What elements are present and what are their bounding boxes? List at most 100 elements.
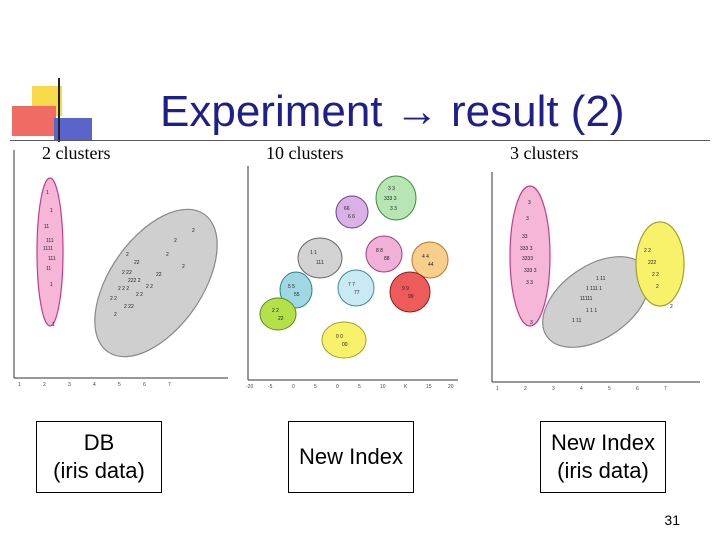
svg-text:4: 4 xyxy=(93,382,96,388)
svg-text:11: 11 xyxy=(46,266,51,272)
svg-text:111: 111 xyxy=(316,260,324,266)
caption-box-db: DB (iris data) xyxy=(36,421,162,493)
cluster-yellow-ellipse xyxy=(635,221,685,307)
svg-text:2: 2 xyxy=(182,264,185,270)
svg-text:2: 2 xyxy=(670,304,673,310)
caption-box-new-index: New Index xyxy=(288,421,414,493)
svg-text:22: 22 xyxy=(278,316,284,322)
svg-text:2 2: 2 2 xyxy=(272,308,279,314)
svg-text:333 3: 333 3 xyxy=(384,196,397,202)
svg-text:15: 15 xyxy=(426,384,432,390)
logo-vertical-line xyxy=(58,78,60,142)
svg-text:6 6: 6 6 xyxy=(348,214,355,220)
svg-text:2 2: 2 2 xyxy=(110,296,117,302)
svg-text:2: 2 xyxy=(114,312,117,318)
svg-text:0: 0 xyxy=(292,384,295,390)
svg-text:00: 00 xyxy=(342,342,348,348)
caption-box-new-index-iris: New Index (iris data) xyxy=(540,421,666,493)
svg-text:2 2 2: 2 2 2 xyxy=(118,286,129,292)
svg-text:-20: -20 xyxy=(246,384,253,390)
svg-text:1111: 1111 xyxy=(43,246,53,252)
svg-text:77: 77 xyxy=(354,290,360,296)
cluster-orange xyxy=(411,241,449,279)
svg-text:5: 5 xyxy=(314,384,317,390)
cluster-purple xyxy=(335,195,369,229)
cluster-pink-ellipse xyxy=(36,177,64,327)
svg-text:11: 11 xyxy=(44,224,49,230)
svg-text:99: 99 xyxy=(408,294,414,300)
caption-line: DB xyxy=(83,430,115,455)
axis-ticks: -20 -5 0 5 0 5 10 K 15 20 xyxy=(246,384,454,390)
svg-text:33: 33 xyxy=(522,234,528,240)
svg-text:222: 222 xyxy=(648,260,657,266)
svg-text:44: 44 xyxy=(428,262,434,268)
scatter-glyphs: 3 3 333 3 3 3 66 6 6 1 1 111 8 888 4 4 44 5 5… xyxy=(272,186,434,348)
svg-text:2 2: 2 2 xyxy=(652,272,659,278)
svg-text:1 111 1: 1 111 1 xyxy=(586,286,602,292)
svg-text:2: 2 xyxy=(166,252,169,258)
cluster-cyan xyxy=(337,269,375,307)
svg-text:0: 0 xyxy=(336,384,339,390)
svg-text:2 2: 2 2 xyxy=(146,284,153,290)
cluster-yellow xyxy=(321,321,367,359)
logo-blue-square xyxy=(54,118,92,140)
svg-text:7: 7 xyxy=(664,386,667,392)
svg-text:1: 1 xyxy=(18,382,21,388)
svg-text:3333: 3333 xyxy=(522,256,533,262)
svg-text:5: 5 xyxy=(608,386,611,392)
svg-text:3: 3 xyxy=(68,382,71,388)
svg-text:1 1: 1 1 xyxy=(310,250,317,256)
cluster-lime xyxy=(259,297,297,331)
svg-text:66: 66 xyxy=(344,206,350,212)
svg-text:20: 20 xyxy=(448,384,454,390)
svg-text:10: 10 xyxy=(380,384,386,390)
svg-text:4 4: 4 4 xyxy=(422,254,429,260)
svg-text:2: 2 xyxy=(656,284,659,290)
svg-text:4: 4 xyxy=(580,386,583,392)
svg-text:-5: -5 xyxy=(268,384,273,390)
svg-text:88: 88 xyxy=(384,256,390,262)
svg-text:2: 2 xyxy=(126,252,129,258)
plot-label-3-clusters: 3 clusters xyxy=(510,143,579,163)
svg-text:9 9: 9 9 xyxy=(402,286,409,292)
svg-text:5 5: 5 5 xyxy=(288,284,295,290)
svg-text:6: 6 xyxy=(143,382,146,388)
page-number: 31 xyxy=(664,512,680,528)
svg-text:2: 2 xyxy=(43,382,46,388)
svg-text:8 8: 8 8 xyxy=(376,248,383,254)
cluster-teal xyxy=(279,271,313,309)
svg-text:1: 1 xyxy=(496,386,499,392)
svg-text:333 3: 333 3 xyxy=(524,268,537,274)
cluster-gray-ellipse xyxy=(94,208,218,358)
svg-text:0 0: 0 0 xyxy=(336,334,343,340)
svg-text:111: 111 xyxy=(46,238,54,244)
svg-text:1: 1 xyxy=(50,208,53,214)
svg-text:2: 2 xyxy=(192,228,195,234)
caption-line: New Index xyxy=(299,444,403,469)
title-divider xyxy=(10,140,710,141)
plot-label-10-clusters: 10 clusters xyxy=(266,143,344,163)
caption-line: (iris data) xyxy=(53,458,145,483)
svg-text:2: 2 xyxy=(524,386,527,392)
svg-text:22: 22 xyxy=(134,260,140,266)
svg-text:1 11: 1 11 xyxy=(596,276,606,282)
svg-text:2 2: 2 2 xyxy=(136,292,143,298)
svg-text:7 7: 7 7 xyxy=(348,282,355,288)
svg-text:3 3: 3 3 xyxy=(388,186,395,192)
svg-text:11111: 11111 xyxy=(580,296,593,302)
svg-text:3 3: 3 3 xyxy=(526,280,533,286)
svg-text:2: 2 xyxy=(174,238,177,244)
cluster-gray xyxy=(297,237,343,279)
svg-text:22: 22 xyxy=(156,272,162,278)
svg-text:3: 3 xyxy=(530,320,533,326)
svg-text:K: K xyxy=(404,384,408,390)
svg-text:55: 55 xyxy=(294,292,300,298)
svg-text:1: 1 xyxy=(52,322,55,328)
slide-title: Experiment → result (2) xyxy=(160,87,625,136)
svg-text:3 3: 3 3 xyxy=(390,206,397,212)
